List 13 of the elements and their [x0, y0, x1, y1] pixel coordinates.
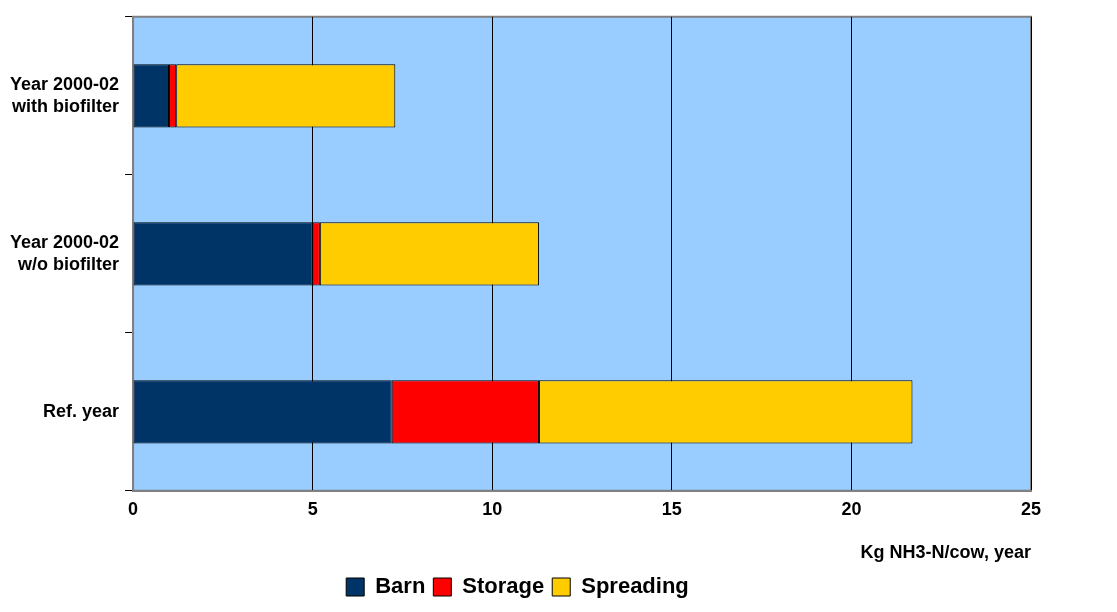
legend-label: Spreading	[581, 573, 689, 599]
x-tick-label: 10	[482, 498, 503, 519]
legend-label: Storage	[462, 573, 545, 599]
x-axis-title: Kg NH3-N/cow, year	[860, 542, 1031, 563]
x-tick-label: 15	[661, 498, 682, 519]
y-tick-label: Year 2000-02 with biofilter	[9, 73, 120, 116]
x-tick-label: 5	[307, 498, 318, 519]
x-tick-label: 20	[841, 498, 862, 519]
x-tick-label: 25	[1020, 498, 1042, 519]
x-tick-label: 0	[128, 498, 139, 519]
y-tick-label: Ref. year	[43, 400, 120, 421]
y-tick-label: Year 2000-02 w/o biofilter	[9, 231, 120, 274]
legend-label: Barn	[375, 573, 426, 599]
